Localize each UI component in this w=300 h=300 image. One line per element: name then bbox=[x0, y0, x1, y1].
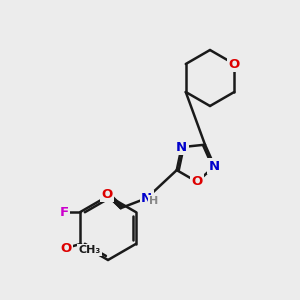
Text: N: N bbox=[141, 192, 152, 205]
Text: F: F bbox=[60, 206, 69, 218]
Text: O: O bbox=[191, 176, 203, 188]
Text: N: N bbox=[176, 141, 187, 154]
Text: N: N bbox=[209, 160, 220, 173]
Text: O: O bbox=[101, 188, 112, 201]
Text: CH₃: CH₃ bbox=[78, 245, 100, 255]
Text: O: O bbox=[229, 58, 240, 70]
Text: O: O bbox=[61, 242, 72, 254]
Text: H: H bbox=[149, 196, 158, 206]
